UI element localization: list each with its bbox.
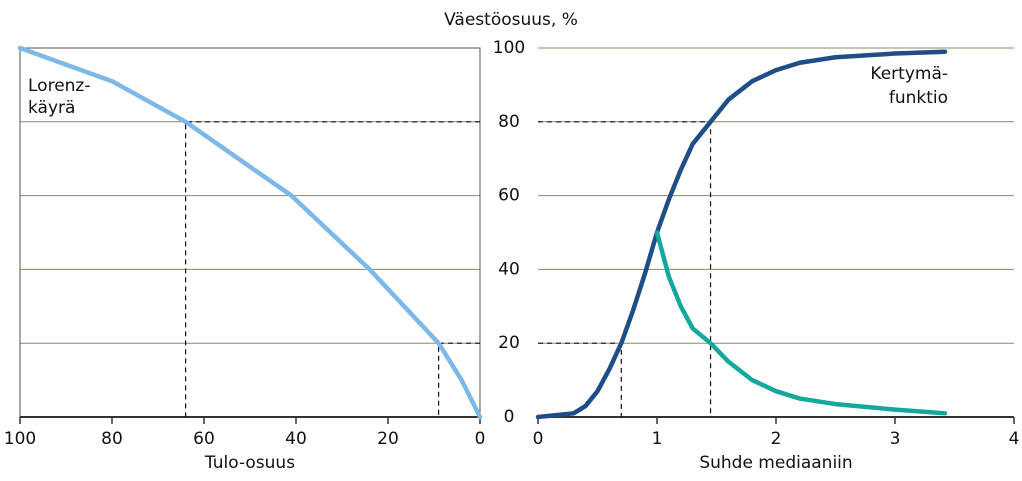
x-tick-label: 40 [285,429,307,449]
y-tick-label: 60 [498,186,520,206]
annotation: käyrä [28,98,75,118]
y-tick-label: 0 [504,407,515,427]
data-line [654,230,948,416]
x-tick-label: 0 [533,429,544,449]
annotation: Lorenz- [28,76,90,96]
y-tick-label: 20 [498,333,520,353]
annotation: funktio [889,88,948,108]
x-tick-label: 4 [1009,429,1020,449]
x-tick-label: 3 [890,429,901,449]
x-axis-title: Tulo-osuus [204,453,295,473]
x-tick-label: 0 [475,429,486,449]
x-tick-label: 20 [377,429,399,449]
reference-line [538,342,622,417]
data-line [535,49,948,420]
annotation: Kertymä- [870,64,948,84]
y-tick-label: 100 [493,38,525,58]
x-tick-label: 60 [193,429,215,449]
y-tick-label: 40 [498,259,520,279]
reference-line [438,342,480,417]
x-tick-label: 80 [101,429,123,449]
x-tick-label: 100 [4,429,36,449]
y-tick-label: 80 [498,112,520,132]
frame [19,47,481,418]
x-axis-title: Suhde mediaaniin [699,453,852,473]
x-tick-label: 2 [771,429,782,449]
data-line [17,45,483,420]
x-tick-label: 1 [652,429,663,449]
y-axis-title: Väestöosuus, % [444,10,578,30]
